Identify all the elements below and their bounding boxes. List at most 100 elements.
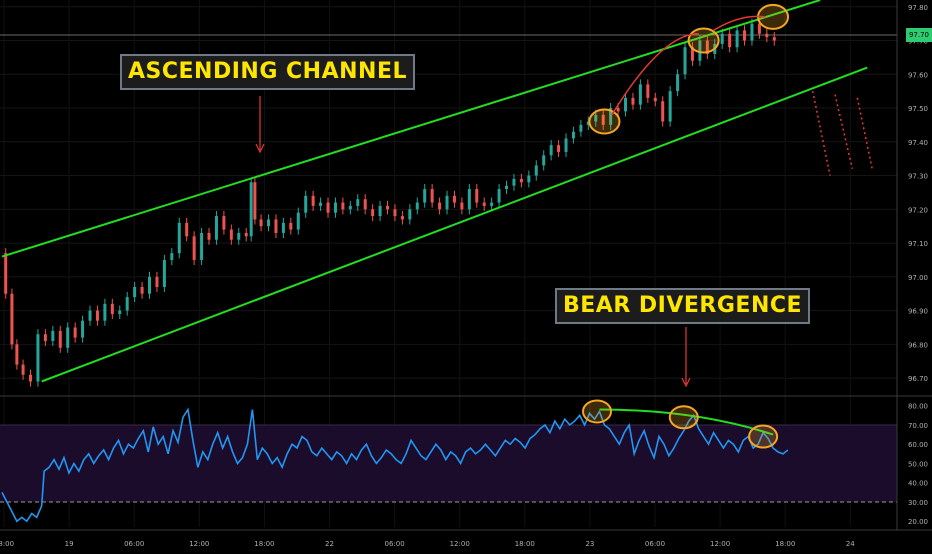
candle-body: [653, 97, 657, 102]
candle-body: [81, 320, 85, 338]
rsi-tick-label: 60.00: [908, 441, 928, 449]
candle-body: [58, 330, 62, 348]
rsi-peak-highlight: [668, 405, 699, 430]
price-tick-label: 97.60: [908, 71, 928, 79]
rsi-line: [1, 407, 789, 523]
time-tick-label: 18:00: [254, 540, 274, 548]
candle-body: [170, 253, 174, 260]
candle-body: [155, 276, 159, 287]
candle-body: [475, 189, 479, 203]
price-tick-label: 97.00: [908, 274, 928, 282]
time-tick-label: 18:00: [0, 540, 14, 548]
candle-body: [333, 202, 337, 213]
candle-body: [36, 334, 40, 382]
candle-body: [267, 219, 271, 227]
time-tick-label: 12:00: [189, 540, 209, 548]
candle-body: [229, 229, 233, 240]
rsi-peak-highlight: [748, 424, 779, 449]
candle-body: [304, 195, 308, 213]
time-tick-label: 18:00: [515, 540, 535, 548]
price-tick-label: 97.20: [908, 206, 928, 214]
candle-body: [133, 286, 137, 298]
annotation-layer: [255, 3, 873, 388]
channel-lower-line: [41, 66, 868, 383]
candle-body: [631, 97, 635, 105]
candle-body: [222, 216, 226, 230]
candle-body: [467, 189, 471, 210]
price-peak-highlight: [588, 108, 621, 135]
candle-body: [616, 108, 620, 112]
candle-body: [460, 202, 464, 210]
peak-arc: [611, 33, 699, 116]
price-tick-label: 97.30: [908, 173, 928, 181]
candle-body: [415, 202, 419, 210]
ascending-channel-label: ASCENDING CHANNEL: [120, 54, 415, 90]
rsi-tick-label: 70.00: [908, 422, 928, 430]
time-tick-label: 24: [846, 540, 855, 548]
rsi-tick-label: 80.00: [908, 403, 928, 411]
candle-body: [564, 138, 568, 152]
candle-body: [705, 40, 709, 55]
rsi-peak-highlight: [582, 399, 613, 424]
time-tick-label: 12:00: [710, 540, 730, 548]
candle-body: [140, 286, 144, 294]
candle-body: [676, 74, 680, 92]
candle-body: [646, 84, 650, 98]
candle-body: [497, 189, 501, 203]
candle-body: [430, 189, 434, 203]
candle-body: [557, 145, 561, 152]
candle-body: [519, 178, 523, 183]
candle-body: [274, 219, 278, 233]
time-tick-label: 19: [65, 540, 74, 548]
price-tick-label: 96.70: [908, 375, 928, 383]
divergence-callout-arrowhead: [681, 377, 691, 388]
candle-body: [88, 310, 92, 321]
candle-body: [214, 216, 218, 240]
candle-body: [95, 310, 99, 321]
candle-body: [386, 205, 390, 210]
candle-body: [661, 101, 665, 122]
candle-body: [542, 155, 546, 166]
time-tick-label: 18:00: [775, 540, 795, 548]
candle-body: [735, 30, 739, 48]
bear-divergence-label: BEAR DIVERGENCE: [555, 288, 811, 324]
candle-body: [296, 212, 300, 230]
price-tick-label: 96.90: [908, 308, 928, 316]
candle-body: [259, 219, 263, 227]
candle-body: [527, 175, 531, 183]
peak-arc: [713, 15, 766, 32]
candle-body: [490, 202, 494, 206]
candle-body: [244, 232, 248, 237]
price-peak-highlight: [687, 27, 720, 54]
candle-body: [445, 195, 449, 210]
candle-body: [601, 114, 605, 125]
candle-body: [765, 33, 769, 38]
candle-body: [579, 124, 583, 132]
candle-body: [378, 205, 382, 217]
candle-body: [43, 334, 47, 341]
candle-body: [148, 276, 152, 294]
candle-body: [341, 202, 345, 210]
candle-body: [638, 84, 642, 105]
candle-body: [423, 189, 427, 203]
time-tick-label: 22: [325, 540, 334, 548]
candle-body: [348, 205, 352, 210]
candle-body: [750, 23, 754, 41]
candle-body: [482, 202, 486, 206]
candle-body: [757, 23, 761, 34]
price-tick-label: 97.10: [908, 240, 928, 248]
channel-layer: [1, 0, 868, 383]
candle-body: [505, 185, 509, 190]
rsi-layer: [1, 399, 789, 523]
candle-body: [452, 195, 456, 203]
candle-body: [15, 344, 19, 365]
candle-body: [371, 209, 375, 217]
candle-body: [586, 121, 590, 125]
time-tick-label: 12:00: [450, 540, 470, 548]
candle-body: [29, 374, 33, 382]
candle-body: [534, 165, 538, 176]
candle-body: [609, 108, 613, 125]
candle-body: [668, 91, 672, 122]
